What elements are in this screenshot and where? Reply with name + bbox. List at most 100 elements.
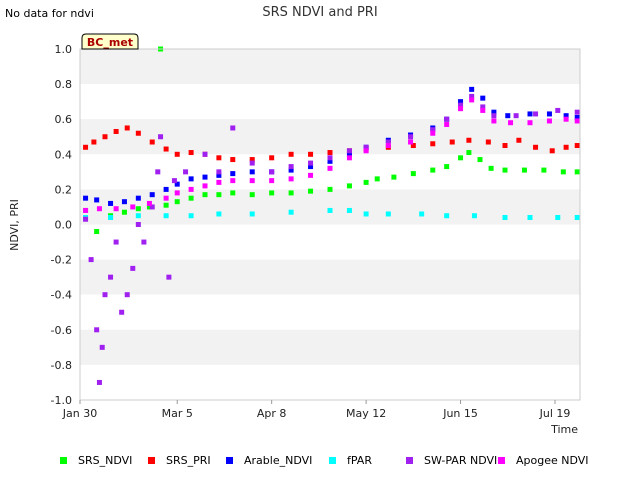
chart-title: SRS NDVI and PRI [262, 5, 377, 20]
point-srs-pri [288, 151, 294, 157]
point-apogee-ndvi [163, 195, 169, 201]
point-arable-ndvi [546, 111, 552, 117]
point-apogee-ndvi [408, 139, 414, 145]
point-arable-ndvi [288, 167, 294, 173]
point-apogee-ndvi [83, 207, 89, 213]
point-fpar [502, 214, 508, 220]
point-srs-ndvi [174, 199, 180, 205]
badge-box [81, 33, 139, 50]
point-sw-par-ndvi [346, 148, 352, 154]
x-tick-label: Apr 8 [257, 407, 287, 420]
point-apogee-ndvi [430, 130, 436, 136]
point-apogee-ndvi [444, 121, 450, 127]
y-tick-label: -0.6 [51, 324, 72, 337]
no-data-note: No data for ndvi [5, 7, 94, 20]
point-fpar [346, 207, 352, 213]
point-sw-par-ndvi [166, 274, 172, 280]
point-srs-pri [485, 139, 491, 145]
grid-band [80, 49, 580, 85]
point-sw-par-ndvi [363, 144, 369, 150]
x-tick-label: May 12 [346, 407, 386, 420]
point-arable-ndvi [249, 169, 255, 175]
point-sw-par-ndvi [183, 169, 189, 175]
point-apogee-ndvi [308, 172, 314, 178]
point-srs-pri [149, 139, 155, 145]
point-sw-par-ndvi [171, 178, 177, 184]
point-sw-par-ndvi [430, 127, 436, 133]
point-fpar [135, 213, 141, 219]
point-srs-ndvi [466, 150, 472, 156]
point-srs-pri [549, 148, 555, 154]
point-sw-par-ndvi [135, 222, 141, 227]
point-srs-ndvi [269, 190, 275, 196]
point-srs-ndvi [249, 192, 255, 198]
point-apogee-ndvi [188, 186, 194, 192]
grid-band [80, 189, 580, 225]
point-apogee-ndvi [202, 183, 208, 189]
point-arable-ndvi [108, 200, 114, 206]
point-srs-ndvi [230, 190, 236, 196]
point-sw-par-ndvi [119, 309, 125, 315]
x-tick-label: Jul 19 [539, 407, 571, 420]
point-sw-par-ndvi [533, 111, 539, 117]
point-sw-par-ndvi [202, 151, 208, 157]
point-sw-par-ndvi [158, 134, 164, 140]
point-apogee-ndvi [216, 179, 222, 185]
grid-band [80, 329, 580, 365]
point-srs-pri [410, 143, 416, 149]
grid-band [80, 119, 580, 155]
point-sw-par-ndvi [141, 239, 147, 245]
point-srs-ndvi [488, 165, 494, 171]
point-srs-ndvi [202, 192, 208, 198]
legend-label-arable-ndvi: Arable_NDVI [244, 454, 312, 467]
point-apogee-ndvi [385, 143, 391, 149]
y-tick-label: 0.2 [55, 183, 73, 196]
point-fpar [444, 213, 450, 219]
point-sw-par-ndvi [555, 107, 561, 113]
point-srs-ndvi [135, 206, 141, 212]
point-fpar [527, 214, 533, 220]
point-apogee-ndvi [458, 106, 464, 112]
legend-swatch-arable-ndvi [226, 457, 233, 464]
point-sw-par-ndvi [458, 102, 464, 108]
y-tick-label: 0.6 [55, 113, 73, 126]
point-fpar [471, 213, 477, 219]
point-sw-par-ndvi [308, 160, 314, 166]
legend-label-sw-par-ndvi: SW-PAR NDVI [424, 454, 497, 467]
point-srs-pri [533, 144, 539, 150]
point-apogee-ndvi [508, 120, 514, 126]
point-srs-pri [102, 134, 108, 140]
data-points [83, 46, 580, 385]
point-srs-pri [216, 155, 222, 161]
point-srs-pri [502, 143, 508, 149]
point-fpar [108, 214, 114, 220]
point-srs-pri [327, 150, 333, 156]
point-apogee-ndvi [527, 120, 533, 126]
legend-swatch-srs-ndvi [60, 457, 67, 464]
point-srs-pri [430, 141, 436, 147]
y-axis-ticks: -1.0 -0.8 -0.6 -0.4 -0.2 0.0 0.2 0.4 0.6 0.8 1.0 [51, 43, 72, 407]
point-arable-ndvi [94, 197, 100, 203]
point-sw-par-ndvi [149, 204, 155, 210]
point-sw-par-ndvi [408, 134, 414, 140]
point-srs-pri [449, 139, 455, 145]
point-sw-par-ndvi [102, 292, 108, 298]
point-sw-par-ndvi [480, 104, 486, 110]
grid-band [80, 224, 580, 260]
point-srs-pri [188, 150, 194, 156]
point-sw-par-ndvi [230, 125, 236, 131]
point-arable-ndvi [527, 111, 533, 117]
point-arable-ndvi [174, 181, 180, 187]
point-sw-par-ndvi [155, 169, 161, 175]
point-apogee-ndvi [174, 190, 180, 196]
point-fpar [574, 214, 580, 220]
point-arable-ndvi [135, 195, 141, 201]
grid-band [80, 259, 580, 295]
point-arable-ndvi [216, 172, 222, 178]
point-sw-par-ndvi [124, 292, 130, 298]
point-arable-ndvi [230, 171, 236, 177]
point-fpar [163, 213, 169, 219]
x-axis-label: Time [550, 423, 578, 436]
point-srs-ndvi [477, 157, 483, 163]
y-tick-label: -0.2 [51, 254, 72, 267]
